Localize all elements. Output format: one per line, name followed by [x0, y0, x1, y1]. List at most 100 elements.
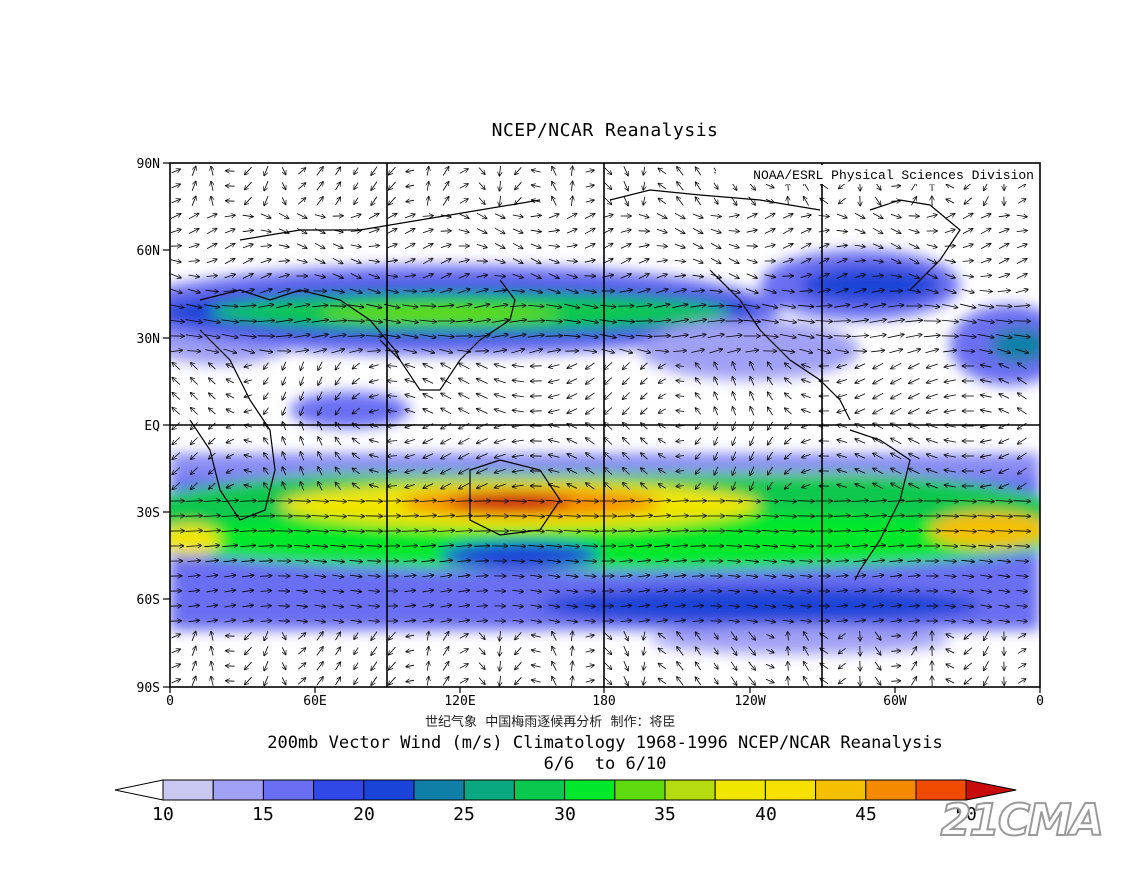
wind-vector [529, 289, 543, 292]
wind-vector [459, 422, 470, 429]
wind-vector [925, 288, 938, 293]
wind-vector [926, 408, 938, 413]
wind-vector [818, 216, 830, 217]
wind-vector [907, 290, 921, 292]
wind-vector [298, 198, 305, 205]
wind-vector [962, 229, 973, 234]
wind-vector [977, 319, 995, 323]
wind-vector [710, 215, 722, 216]
wind-vector [474, 304, 490, 309]
wind-vector [838, 197, 846, 203]
wind-vector [748, 196, 756, 205]
wind-vector [545, 336, 563, 337]
caption-line1: 200mb Vector Wind (m/s) Climatology 1968… [267, 733, 943, 753]
wind-vector [997, 290, 1011, 291]
wind-vector [925, 349, 938, 354]
wind-vector [1013, 335, 1030, 337]
wind-vector [981, 395, 992, 397]
wind-vector [329, 320, 347, 321]
wind-vector [654, 304, 670, 309]
wind-vector [750, 407, 755, 416]
wind-vector [552, 166, 557, 176]
wind-vector [331, 349, 344, 354]
wind-vector [478, 167, 485, 175]
wind-vector [172, 363, 181, 370]
wind-vector [245, 196, 252, 205]
wind-vector [264, 362, 269, 370]
wind-vector [347, 321, 365, 322]
wind-vector [984, 196, 989, 205]
wind-vector [405, 394, 416, 397]
wind-vector [908, 273, 920, 278]
wind-vector [1017, 378, 1027, 385]
wind-vector [459, 408, 470, 415]
wind-vector [655, 350, 668, 351]
wind-vector [586, 377, 595, 384]
wind-vector [406, 170, 415, 172]
wind-vector [638, 259, 649, 264]
wind-vector [620, 274, 632, 279]
wind-vector [475, 289, 488, 294]
wind-vector [691, 291, 705, 292]
wind-vector [442, 197, 449, 206]
wind-vector [348, 305, 364, 307]
wind-vector [226, 364, 234, 369]
wind-vector [223, 290, 237, 291]
wind-vector [689, 334, 706, 339]
wind-vector [211, 196, 213, 206]
wind-vector [206, 243, 217, 249]
wind-vector [674, 243, 685, 248]
wind-vector [566, 261, 578, 262]
wind-vector [211, 181, 213, 191]
wind-vector [221, 320, 239, 322]
wind-vector [908, 229, 919, 232]
wind-vector [653, 336, 671, 337]
wind-vector [494, 213, 505, 218]
wind-vector [298, 183, 305, 190]
wind-vector [258, 305, 274, 308]
wind-vector [891, 407, 902, 414]
wind-vector [492, 305, 508, 308]
wind-vector [944, 365, 956, 367]
wind-vector [623, 181, 628, 191]
wind-vector [509, 334, 526, 339]
wind-vector [641, 362, 648, 369]
wind-vector [727, 288, 740, 293]
wind-vector [512, 215, 523, 217]
wind-vector [656, 213, 667, 219]
wind-vector [837, 410, 848, 413]
wind-vector [692, 258, 703, 263]
wind-vector [855, 393, 866, 399]
wind-vector [386, 228, 397, 234]
wind-vector [245, 166, 252, 175]
wind-vector [836, 230, 848, 231]
wind-vector [455, 320, 473, 322]
wind-vector [656, 260, 668, 262]
wind-vector [643, 181, 645, 190]
wind-vector [979, 349, 992, 353]
wind-vector [869, 335, 886, 338]
wind-vector [658, 378, 666, 383]
wind-vector [295, 350, 308, 352]
lat-label: 60S [137, 593, 160, 608]
wind-vector [349, 350, 362, 353]
wind-vector [314, 242, 325, 248]
wind-vector [732, 377, 735, 386]
wind-vector [546, 304, 562, 308]
wind-vector [530, 230, 542, 232]
wind-vector [206, 228, 217, 235]
wind-vector [314, 228, 325, 234]
credit-text: NOAA/ESRL Physical Sciences Division [753, 168, 1034, 183]
wind-vector [604, 407, 613, 415]
wind-vector [494, 227, 505, 233]
wind-vector [278, 261, 290, 262]
wind-vector [745, 350, 758, 352]
wind-vector [584, 228, 595, 235]
wind-vector [211, 166, 213, 176]
wind-vector [171, 184, 181, 189]
wind-vector [458, 274, 470, 279]
wind-vector [335, 422, 342, 431]
wind-vector [692, 228, 703, 233]
wind-vector [692, 275, 704, 277]
wind-vector [946, 199, 955, 204]
